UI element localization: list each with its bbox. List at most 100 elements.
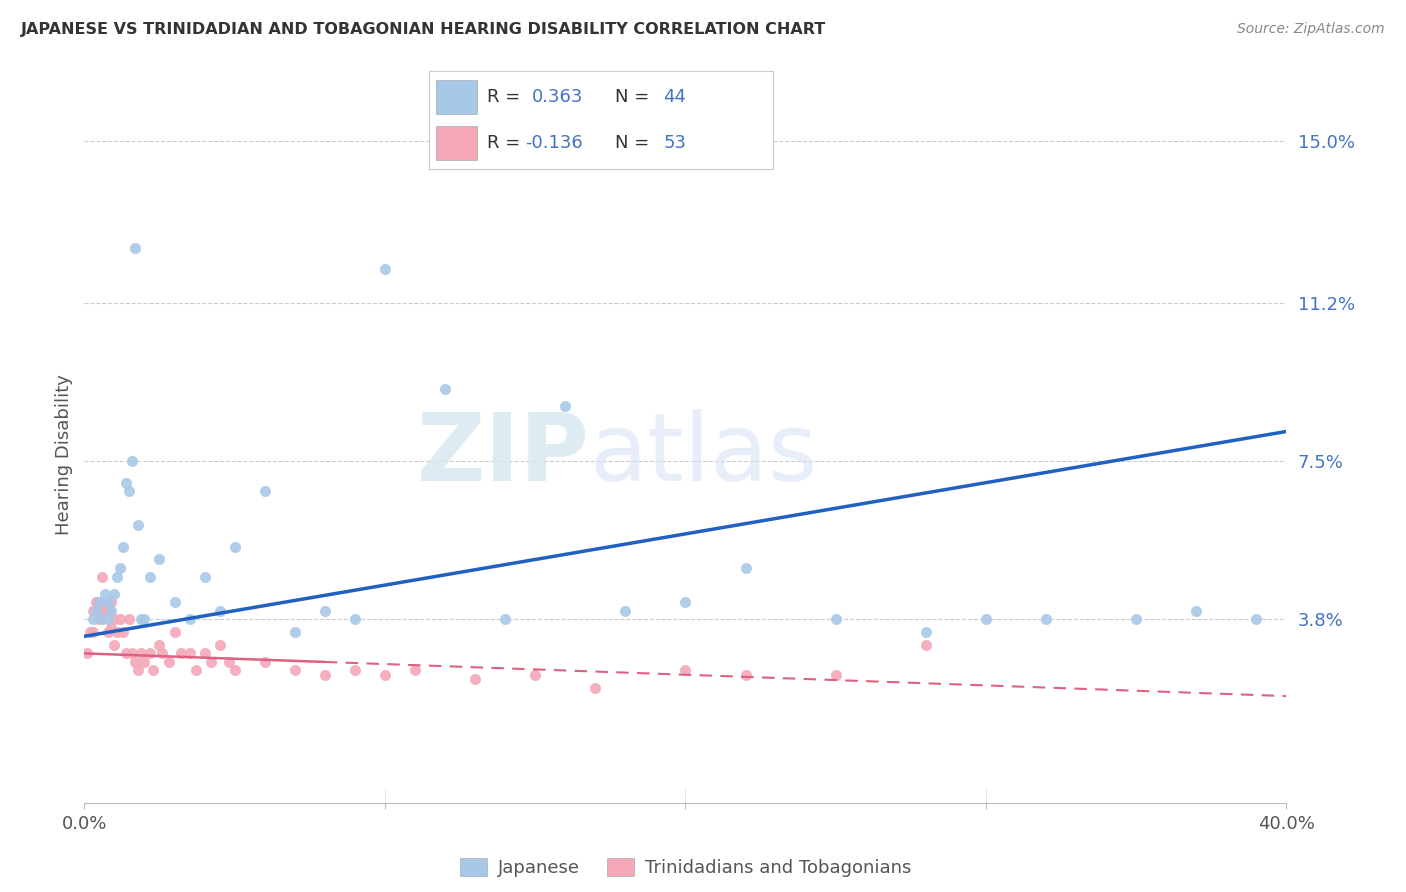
Point (107, 569, 129, 583)
Point (284, 625, 307, 640)
Point (86, 595, 108, 609)
Point (112, 625, 135, 640)
Point (115, 475, 138, 490)
Point (115, 647, 138, 661)
Point (100, 621, 122, 635)
Point (343, 664, 366, 678)
Point (118, 612, 141, 626)
Point (134, 612, 156, 626)
Point (107, 625, 129, 640)
Point (97, 595, 120, 609)
Point (1035, 612, 1057, 626)
Point (314, 604, 336, 618)
Point (127, 664, 149, 678)
Point (97, 625, 120, 640)
Point (524, 667, 547, 681)
Point (89, 595, 111, 609)
Point (208, 604, 231, 618)
Point (89, 612, 111, 626)
FancyBboxPatch shape (436, 127, 477, 160)
Point (76, 647, 98, 661)
Point (100, 595, 122, 609)
Point (218, 655, 240, 669)
Point (734, 561, 756, 575)
Point (224, 540, 246, 554)
Point (614, 604, 637, 618)
Point (94, 595, 117, 609)
Point (121, 647, 143, 661)
Point (1125, 612, 1147, 626)
Point (97, 612, 120, 626)
Point (554, 399, 576, 413)
Point (139, 569, 162, 583)
Point (103, 612, 125, 626)
Point (86, 604, 108, 618)
Point (91, 604, 114, 618)
Point (253, 484, 276, 499)
Text: N =: N = (614, 134, 655, 152)
Point (179, 612, 201, 626)
Point (163, 595, 186, 609)
Text: JAPANESE VS TRINIDADIAN AND TOBAGONIAN HEARING DISABILITY CORRELATION CHART: JAPANESE VS TRINIDADIAN AND TOBAGONIAN H… (21, 22, 827, 37)
Point (1185, 604, 1208, 618)
Point (675, 664, 697, 678)
Point (404, 664, 426, 678)
Point (163, 625, 186, 640)
Point (91, 569, 114, 583)
Point (194, 569, 217, 583)
Point (675, 595, 697, 609)
Point (82, 604, 104, 618)
Point (94, 587, 117, 601)
Point (1246, 612, 1268, 626)
Point (374, 667, 396, 681)
Point (434, 382, 457, 396)
Point (127, 518, 149, 533)
Point (284, 664, 307, 678)
Point (139, 647, 162, 661)
Text: atlas: atlas (589, 409, 817, 501)
Text: 0.363: 0.363 (533, 88, 583, 106)
Legend: Japanese, Trinidadians and Tobagonians: Japanese, Trinidadians and Tobagonians (453, 850, 918, 884)
Point (314, 667, 336, 681)
Point (131, 612, 153, 626)
Point (82, 625, 104, 640)
Point (134, 655, 156, 669)
Point (824, 667, 846, 681)
Y-axis label: Hearing Disability: Hearing Disability (55, 375, 73, 535)
Point (124, 655, 146, 669)
Point (82, 612, 104, 626)
Point (112, 540, 135, 554)
Text: R =: R = (488, 134, 526, 152)
Point (157, 655, 180, 669)
Point (464, 672, 486, 686)
Point (91, 612, 114, 626)
Point (200, 655, 222, 669)
Point (179, 647, 201, 661)
Text: N =: N = (614, 88, 655, 106)
Text: 53: 53 (664, 134, 686, 152)
Text: 44: 44 (664, 88, 686, 106)
Point (100, 604, 122, 618)
Point (208, 638, 231, 652)
Point (184, 664, 207, 678)
Point (343, 612, 366, 626)
Point (152, 647, 174, 661)
Point (148, 552, 170, 566)
Point (974, 612, 997, 626)
Point (169, 647, 191, 661)
Point (583, 681, 606, 695)
Point (79, 625, 101, 640)
Point (121, 454, 143, 468)
Point (374, 262, 396, 277)
Point (142, 664, 165, 678)
Point (118, 484, 141, 499)
Point (110, 561, 132, 575)
Text: R =: R = (488, 88, 526, 106)
Text: ZIP: ZIP (416, 409, 589, 501)
Point (124, 241, 146, 255)
Point (148, 638, 170, 652)
Point (131, 647, 153, 661)
Text: Source: ZipAtlas.com: Source: ZipAtlas.com (1237, 22, 1385, 37)
Point (110, 612, 132, 626)
Point (494, 612, 516, 626)
